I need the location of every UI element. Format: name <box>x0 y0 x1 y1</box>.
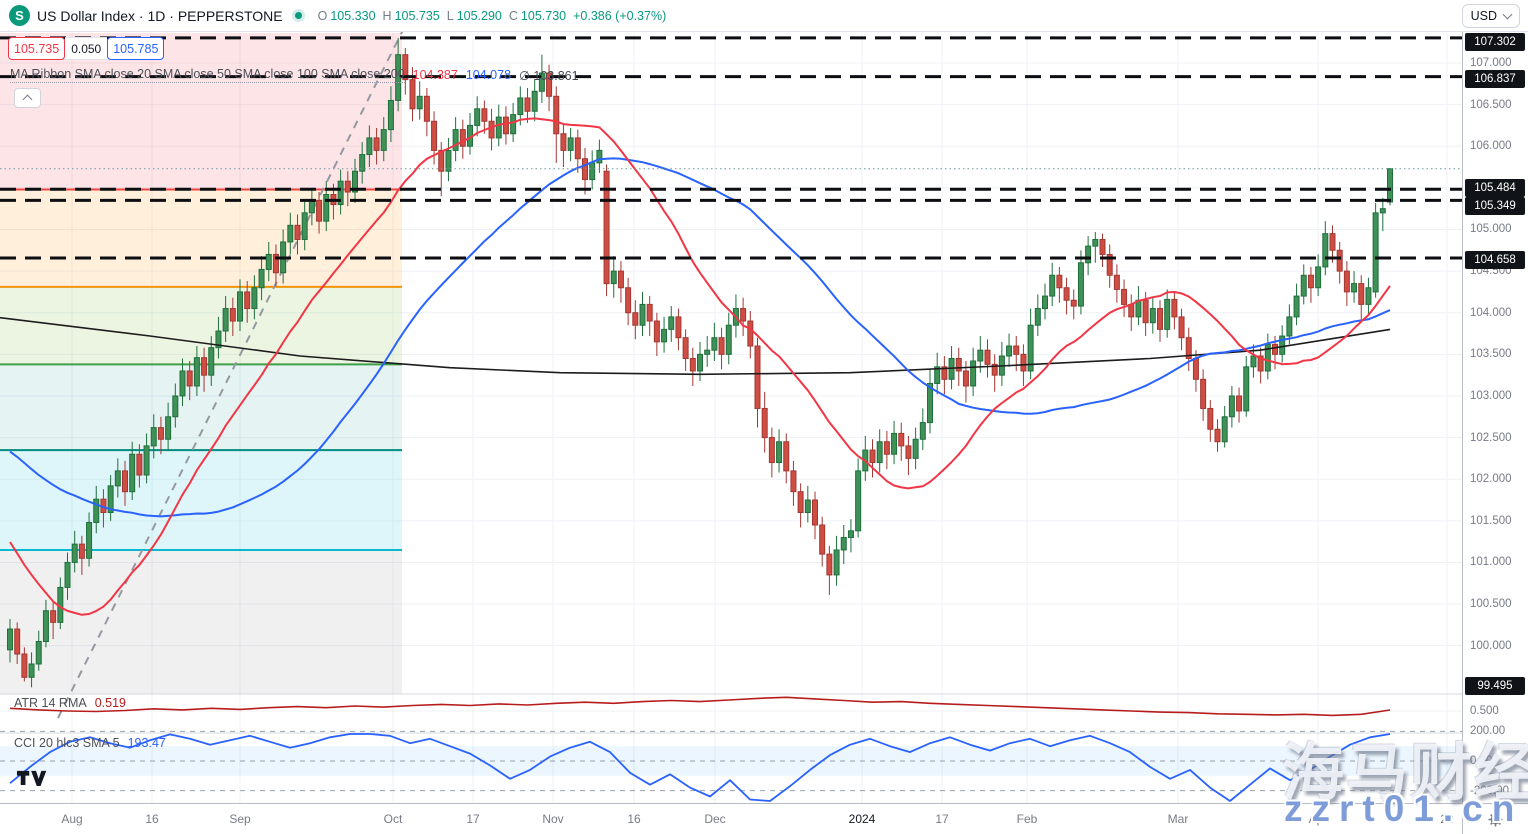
time-tick-label: Sep <box>229 812 251 826</box>
sma200-line <box>0 316 1391 376</box>
time-tick-label: Oct <box>383 812 403 826</box>
support-resistance-zones <box>0 33 402 694</box>
ma-ribbon-legend[interactable]: MA Ribbon SMA close 20 SMA close 50 SMA … <box>10 67 579 83</box>
axis-settings-corner[interactable] <box>1462 803 1528 834</box>
watermark-line2: zzrt01.cn <box>1284 788 1524 829</box>
price-tick-label: 102.000 <box>1470 473 1512 486</box>
ma20-value: 104.387 <box>412 68 458 82</box>
open-label: O <box>317 8 328 23</box>
chart-header: S US Dollar Index · 1D · PEPPERSTONE O 1… <box>0 0 1528 32</box>
atr-legend[interactable]: ATR 14 RMA 0.519 <box>14 696 126 710</box>
cci-tick-label: 200.00 <box>1470 725 1506 738</box>
time-tick-label: Mar <box>1167 812 1189 826</box>
gear-icon[interactable] <box>1488 812 1503 827</box>
symbol-logo: S <box>9 5 30 26</box>
close-value: 105.730 <box>520 8 567 23</box>
time-tick-label: 16 <box>627 812 641 826</box>
price-level-badge: 106.837 <box>1465 69 1525 88</box>
price-tick-label: 103.000 <box>1470 389 1512 402</box>
price-tick-label: 101.500 <box>1470 514 1512 527</box>
high-value: 105.735 <box>394 8 440 23</box>
time-tick-label: Nov <box>542 812 564 826</box>
time-tick-label: Feb <box>1016 812 1038 826</box>
price-tick-label: 103.500 <box>1470 348 1512 361</box>
atr-value: 0.519 <box>94 696 126 710</box>
price-tick-label: 100.500 <box>1470 598 1512 611</box>
grid-lines <box>0 33 1462 803</box>
time-tick-label: 17 <box>935 812 949 826</box>
price-tick-label: 101.000 <box>1470 556 1512 569</box>
price-tick-label: 107.000 <box>1470 57 1512 69</box>
atr-legend-title: ATR 14 RMA <box>14 696 87 710</box>
buy-sell-widget: 105.735 0.050 105.785 <box>8 37 165 60</box>
time-tick-label: 2024 <box>848 812 876 826</box>
cci-line <box>9 733 1391 802</box>
market-status-dot <box>294 12 302 19</box>
currency-dropdown-label: USD <box>1470 9 1497 23</box>
cci-tick-label: -200.00 <box>1470 784 1510 797</box>
time-tick-label: Apr <box>1308 812 1328 826</box>
price-tick-label: 106.500 <box>1470 98 1512 111</box>
price-level-badge: 105.484 <box>1465 179 1525 198</box>
sell-button[interactable]: 105.735 <box>8 37 66 60</box>
open-value: 105.330 <box>330 8 376 23</box>
ma100-value: ∅ 103.861 <box>519 68 579 83</box>
time-tick-label: 16 <box>145 812 159 826</box>
buy-button[interactable]: 105.785 <box>107 37 165 60</box>
ma50-value: 104.078 <box>465 68 512 82</box>
price-tick-label: 105.000 <box>1470 223 1512 236</box>
collapse-legend-button[interactable] <box>14 88 41 108</box>
key-level-lines[interactable] <box>0 36 1462 260</box>
spread-value: 0.050 <box>65 37 108 60</box>
price-tick-label: 104.000 <box>1470 306 1512 319</box>
main-chart-canvas[interactable] <box>0 0 1462 834</box>
ohlc-readout: O 105.330 H 105.735 L 105.290 C 105.730 … <box>318 9 667 23</box>
chevron-down-icon <box>1502 9 1513 20</box>
currency-dropdown[interactable]: USD <box>1461 4 1520 28</box>
cci-tick-label: 0.00 <box>1470 755 1493 767</box>
price-level-badge: 107.302 <box>1465 33 1525 51</box>
cci-value: 193.47 <box>127 736 166 750</box>
price-tick-label: 106.000 <box>1470 140 1512 153</box>
change-value: +0.386 (+0.37%) <box>573 8 667 23</box>
time-tick-label: Dec <box>704 812 726 826</box>
price-axis[interactable]: 107.000 106.500 106.000 105.000 104.500 104.0… <box>1462 32 1528 803</box>
symbol-title[interactable]: US Dollar Index · 1D · PEPPERSTONE <box>37 7 283 24</box>
chevron-up-icon <box>22 94 33 105</box>
low-value: 105.290 <box>456 8 502 23</box>
price-level-badge: 105.349 <box>1465 197 1525 216</box>
time-tick-label: 22 <box>1440 812 1454 826</box>
low-label: L <box>446 8 454 23</box>
atr-line <box>9 696 1391 717</box>
price-level-badge: 99.495 <box>1465 677 1525 695</box>
close-label: C <box>508 8 518 23</box>
cci-legend[interactable]: CCI 20 hlc3 SMA 5 193.47 <box>14 736 166 750</box>
watermark-line1: 海马财经 <box>1282 739 1528 808</box>
high-label: H <box>382 8 392 23</box>
time-axis[interactable]: Aug 16 Sep Oct 17 Nov 16 Dec 2024 17 Feb Mar Apr 22 <box>0 803 1462 834</box>
ma-ribbon-legend-title: MA Ribbon SMA close 20 SMA close 50 SMA … <box>10 67 405 83</box>
sma20-line <box>9 117 1391 616</box>
time-tick-label: 17 <box>466 812 480 826</box>
sma50-line <box>9 157 1391 518</box>
price-level-badge: 104.658 <box>1465 250 1525 269</box>
candlestick-series <box>7 38 1393 688</box>
price-tick-label: 102.500 <box>1470 431 1512 444</box>
tradingview-logo[interactable] <box>16 768 50 792</box>
price-tick-label: 100.000 <box>1470 639 1512 652</box>
cci-legend-title: CCI 20 hlc3 SMA 5 <box>14 736 120 750</box>
time-tick-label: Aug <box>61 812 83 826</box>
atr-tick-label: 0.500 <box>1470 705 1499 717</box>
